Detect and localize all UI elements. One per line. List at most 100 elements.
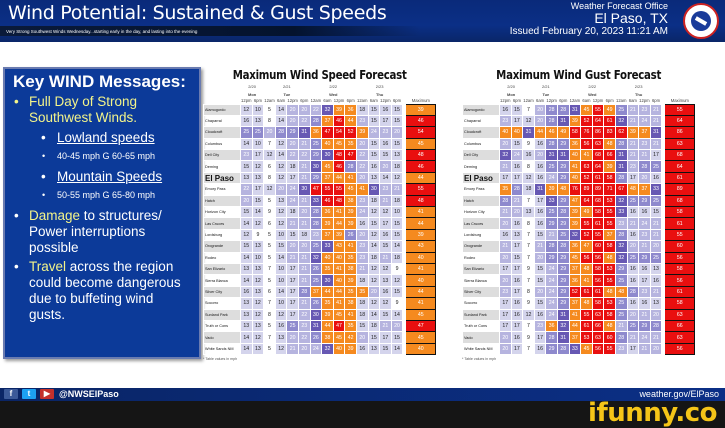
location-name: Orogrande bbox=[462, 240, 500, 253]
maximum-cell: 54 bbox=[405, 126, 437, 139]
value-cell: 21 bbox=[614, 319, 628, 333]
value-cell: 55 bbox=[332, 183, 346, 196]
twitter-icon[interactable]: t bbox=[22, 389, 36, 399]
value-cell: 28 bbox=[614, 228, 628, 242]
youtube-icon[interactable]: ▶ bbox=[40, 389, 54, 399]
value-cell: 41 bbox=[332, 262, 346, 276]
maximum-cell: 55 bbox=[664, 228, 696, 242]
value-cell: 16 bbox=[499, 103, 512, 116]
value-cell: 37 bbox=[638, 183, 651, 196]
maximum-cell: 41 bbox=[405, 262, 437, 276]
value-cell: 21 bbox=[379, 251, 392, 264]
time-header: 12pm bbox=[241, 98, 252, 104]
value-cell: 13 bbox=[379, 274, 392, 287]
value-cell: 35 bbox=[321, 297, 334, 310]
value-cell: 16 bbox=[379, 285, 392, 299]
value-cell: 10 bbox=[274, 297, 288, 310]
value-cell: 25 bbox=[251, 126, 265, 139]
value-cell: 20 bbox=[286, 137, 299, 151]
value-cell: 6 bbox=[263, 285, 276, 299]
table-row: Socorro 13 12 7 10 17 21 26 35 41 38 18 12 12 9 41 bbox=[203, 297, 437, 310]
value-cell: 16 bbox=[626, 274, 640, 287]
location-name: Dell City bbox=[462, 149, 500, 162]
maximum-cell: 86 bbox=[664, 126, 696, 139]
value-cell: 10 bbox=[251, 137, 265, 151]
value-cell: 14 bbox=[367, 308, 381, 321]
value-cell: 28 bbox=[556, 205, 570, 219]
table-row: Sierra Blanca 20 16 7 15 24 29 36 41 56 55 25 16 17 16… bbox=[462, 274, 696, 287]
value-cell: 26 bbox=[309, 262, 323, 276]
value-cell: 12 bbox=[274, 137, 288, 151]
value-cell: 13 bbox=[240, 319, 253, 333]
value-cell: 16 bbox=[367, 160, 381, 173]
value-cell: 9 bbox=[522, 137, 535, 151]
value-cell: 29 bbox=[545, 251, 558, 264]
value-cell: 9 bbox=[522, 297, 535, 310]
value-cell: 16 bbox=[638, 205, 651, 219]
value-cell: 12 bbox=[390, 171, 404, 185]
value-cell: 20 bbox=[286, 240, 299, 253]
issued-timestamp: Issued February 20, 2023 11:21 AM bbox=[509, 26, 668, 37]
value-cell: 31 bbox=[522, 126, 535, 139]
value-cell: 28 bbox=[344, 160, 357, 173]
time-header: 12am bbox=[310, 98, 322, 104]
date-header: 2/21 bbox=[282, 83, 291, 89]
value-cell: 10 bbox=[274, 274, 288, 287]
value-cell: 31 bbox=[556, 149, 570, 162]
value-cell: 61 bbox=[580, 319, 593, 333]
value-cell: 23 bbox=[533, 319, 547, 333]
value-cell: 33 bbox=[614, 205, 628, 219]
gust-forecast-panel: Maximum Wind Gust Forecast 2/20 2/21 2/22 2… bbox=[462, 68, 696, 361]
value-cell: 56 bbox=[591, 342, 605, 356]
value-cell: 5 bbox=[263, 342, 276, 356]
day-header: Thu bbox=[634, 91, 643, 97]
facebook-icon[interactable]: f bbox=[4, 389, 18, 399]
value-cell: 17 bbox=[533, 194, 547, 208]
value-cell: 18 bbox=[367, 194, 381, 208]
value-cell: 14 bbox=[251, 205, 265, 219]
value-cell: 39 bbox=[603, 160, 616, 173]
time-header: 12pm bbox=[500, 98, 511, 104]
value-cell: 52 bbox=[580, 228, 593, 242]
value-cell: 20 bbox=[499, 251, 512, 264]
value-cell: 41 bbox=[355, 183, 369, 196]
location-name: Silver City bbox=[462, 285, 500, 299]
value-cell: 63 bbox=[591, 331, 605, 344]
value-cell: 17 bbox=[286, 171, 299, 185]
value-cell: 24 bbox=[545, 285, 558, 299]
value-cell: 47 bbox=[309, 183, 323, 196]
value-cell: 7 bbox=[263, 137, 276, 151]
value-cell: 28 bbox=[309, 114, 323, 128]
value-cell: 58 bbox=[591, 262, 605, 276]
value-cell: 17 bbox=[286, 274, 299, 287]
value-cell: 17 bbox=[286, 297, 299, 310]
value-cell: 15 bbox=[533, 262, 547, 276]
table-row: Lordsburg 16 13 7 15 21 25 32 52 55 37 28 16 23 21 55 bbox=[462, 228, 696, 242]
value-cell: 12 bbox=[274, 160, 288, 173]
value-cell: 33 bbox=[545, 194, 558, 208]
time-header: 6pm bbox=[605, 98, 614, 104]
value-cell: 49 bbox=[580, 205, 593, 219]
website-link[interactable]: weather.gov/ElPaso bbox=[639, 389, 719, 399]
value-cell: 32 bbox=[614, 240, 628, 253]
value-cell: 28 bbox=[545, 103, 558, 116]
value-cell: 36 bbox=[568, 274, 582, 287]
value-cell: 83 bbox=[603, 126, 616, 139]
value-cell: 25 bbox=[614, 274, 628, 287]
value-cell: 15 bbox=[274, 240, 288, 253]
value-cell: 48 bbox=[332, 194, 346, 208]
maximum-cell: 61 bbox=[664, 217, 696, 230]
value-cell: 13 bbox=[367, 171, 381, 185]
value-cell: 29 bbox=[556, 297, 570, 310]
value-cell: 16 bbox=[355, 342, 369, 356]
value-cell: 58 bbox=[603, 171, 616, 185]
value-cell: 5 bbox=[263, 103, 276, 116]
value-cell: 40 bbox=[510, 126, 524, 139]
value-cell: 25 bbox=[614, 103, 628, 116]
speed-table: 2/20 2/21 2/22 2/23 Mon Tue Wed Thu 12pm 6pm 12am 6… bbox=[203, 82, 437, 356]
location-name: White Sands NM bbox=[203, 342, 241, 356]
value-cell: 18 bbox=[390, 251, 404, 264]
value-cell: 12 bbox=[379, 297, 392, 310]
maximum-cell: 55 bbox=[664, 103, 696, 116]
social-handle[interactable]: @NWSElPaso bbox=[59, 389, 119, 399]
